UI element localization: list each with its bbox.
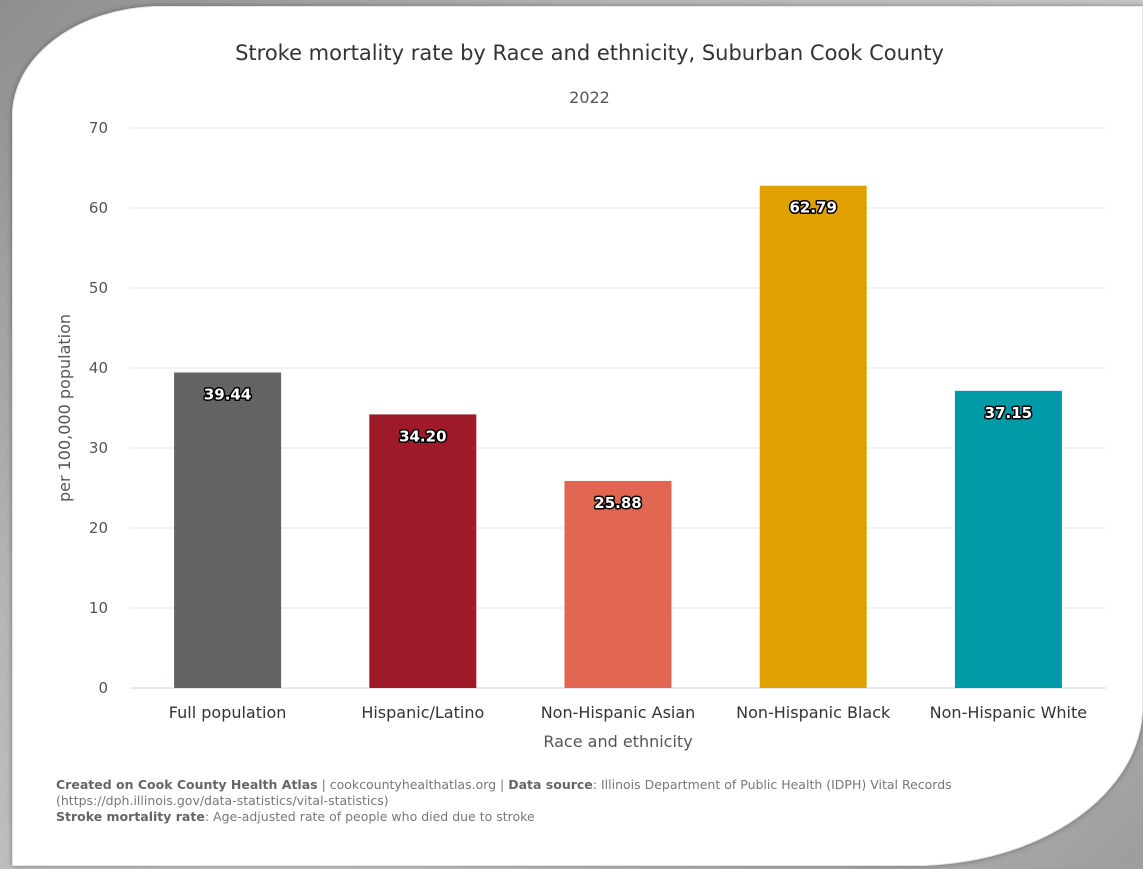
chart-footer: Created on Cook County Health Atlas | co… xyxy=(56,777,956,825)
x-axis-ticks: Full population Hispanic/Latino Non-Hispan… xyxy=(169,703,1087,722)
x-tick-label: Non-Hispanic Asian xyxy=(541,703,696,722)
bar[interactable] xyxy=(759,185,867,688)
y-tick-label: 0 xyxy=(98,679,108,697)
x-tick-label: Full population xyxy=(169,703,287,722)
bar-chart: 0 10 20 30 40 50 60 70 39.44 34.20 25.88 62.79 37.1… xyxy=(55,119,1106,751)
bar[interactable] xyxy=(954,390,1062,688)
y-axis-ticks: 0 10 20 30 40 50 60 70 xyxy=(89,119,108,697)
data-labels: 39.44 34.20 25.88 62.79 37.15 xyxy=(202,197,1033,513)
y-tick-label: 60 xyxy=(89,199,108,217)
x-tick-label: Hispanic/Latino xyxy=(361,703,484,722)
y-tick-label: 20 xyxy=(89,519,108,537)
data-label: 62.79 xyxy=(789,199,836,217)
data-label: 34.20 xyxy=(399,427,446,445)
bar[interactable] xyxy=(564,480,672,688)
data-label: 39.44 xyxy=(204,385,251,403)
footer-created-label: Created on Cook County Health Atlas xyxy=(56,777,318,792)
y-tick-label: 40 xyxy=(89,359,108,377)
footer-site: | cookcountyhealthatlas.org | xyxy=(317,777,509,792)
chart-card: Stroke mortality rate by Race and ethnic… xyxy=(12,6,1143,866)
footer-definition-text: : Age-adjusted rate of people who died d… xyxy=(204,809,535,824)
bar[interactable] xyxy=(174,372,282,688)
y-axis-title: per 100,000 population xyxy=(55,314,74,502)
bars xyxy=(174,185,1062,688)
footer-definition-label: Stroke mortality rate xyxy=(56,809,205,824)
chart-subtitle: 2022 xyxy=(569,88,610,107)
y-tick-label: 10 xyxy=(89,599,108,617)
x-axis-title: Race and ethnicity xyxy=(543,732,692,751)
footer-source-text: : Illinois Department of Public Health (… xyxy=(56,777,952,808)
data-label: 25.88 xyxy=(594,494,641,512)
x-tick-label: Non-Hispanic White xyxy=(930,703,1087,722)
y-tick-label: 30 xyxy=(89,439,108,457)
data-label: 37.15 xyxy=(985,404,1032,422)
footer-source-label: Data source xyxy=(508,777,593,792)
y-tick-label: 70 xyxy=(89,119,108,137)
x-tick-label: Non-Hispanic Black xyxy=(736,703,891,722)
chart-title: Stroke mortality rate by Race and ethnic… xyxy=(235,41,944,65)
bar[interactable] xyxy=(369,414,477,688)
y-tick-label: 50 xyxy=(89,279,108,297)
